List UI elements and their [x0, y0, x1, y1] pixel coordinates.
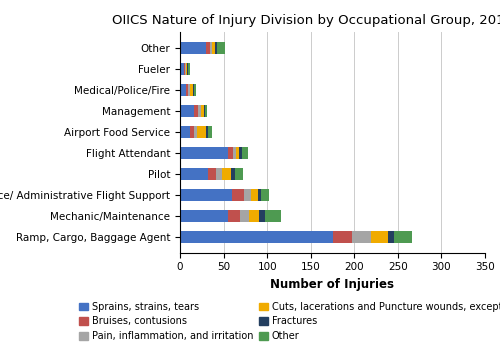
Bar [186, 84, 188, 96]
Bar [212, 43, 215, 54]
Bar [180, 210, 228, 222]
Bar [244, 189, 250, 201]
Bar [204, 105, 206, 117]
Bar [261, 189, 269, 201]
Bar [206, 43, 210, 54]
X-axis label: Number of Injuries: Number of Injuries [270, 278, 394, 291]
Bar [266, 210, 281, 222]
Bar [180, 105, 194, 117]
Title: OIICS Nature of Injury Division by Occupational Group, 2014–2015: OIICS Nature of Injury Division by Occup… [112, 14, 500, 27]
Bar [228, 147, 233, 159]
Bar [198, 105, 201, 117]
Bar [201, 105, 203, 117]
Bar [180, 126, 190, 138]
Bar [206, 105, 207, 117]
Bar [194, 84, 196, 96]
Bar [215, 43, 216, 54]
Bar [249, 210, 260, 222]
Bar [194, 105, 198, 117]
Bar [371, 231, 388, 243]
Bar [193, 84, 194, 96]
Bar [250, 189, 258, 201]
Bar [190, 126, 194, 138]
Bar [190, 84, 193, 96]
Bar [180, 84, 186, 96]
Legend: Sprains, strains, tears, Bruises, contusions, Pain, inflammation, and irritation: Sprains, strains, tears, Bruises, contus… [79, 301, 500, 341]
Bar [235, 168, 242, 180]
Bar [222, 168, 232, 180]
Bar [194, 126, 196, 138]
Bar [180, 43, 206, 54]
Bar [188, 84, 190, 96]
Bar [232, 168, 235, 180]
Bar [352, 231, 371, 243]
Bar [394, 231, 412, 243]
Bar [388, 231, 394, 243]
Bar [233, 147, 236, 159]
Bar [216, 168, 222, 180]
Bar [208, 126, 212, 138]
Bar [332, 231, 351, 243]
Bar [232, 189, 244, 201]
Bar [186, 64, 187, 75]
Bar [208, 168, 216, 180]
Bar [185, 64, 186, 75]
Bar [184, 64, 185, 75]
Bar [196, 126, 206, 138]
Bar [216, 43, 226, 54]
Bar [210, 43, 212, 54]
Bar [180, 64, 184, 75]
Bar [188, 64, 190, 75]
Bar [242, 147, 248, 159]
Bar [240, 210, 249, 222]
Bar [260, 210, 266, 222]
Bar [240, 147, 242, 159]
Bar [206, 126, 208, 138]
Bar [180, 147, 228, 159]
Bar [180, 168, 208, 180]
Bar [180, 231, 332, 243]
Bar [187, 64, 188, 75]
Bar [228, 210, 240, 222]
Bar [236, 147, 240, 159]
Bar [180, 189, 233, 201]
Bar [258, 189, 261, 201]
